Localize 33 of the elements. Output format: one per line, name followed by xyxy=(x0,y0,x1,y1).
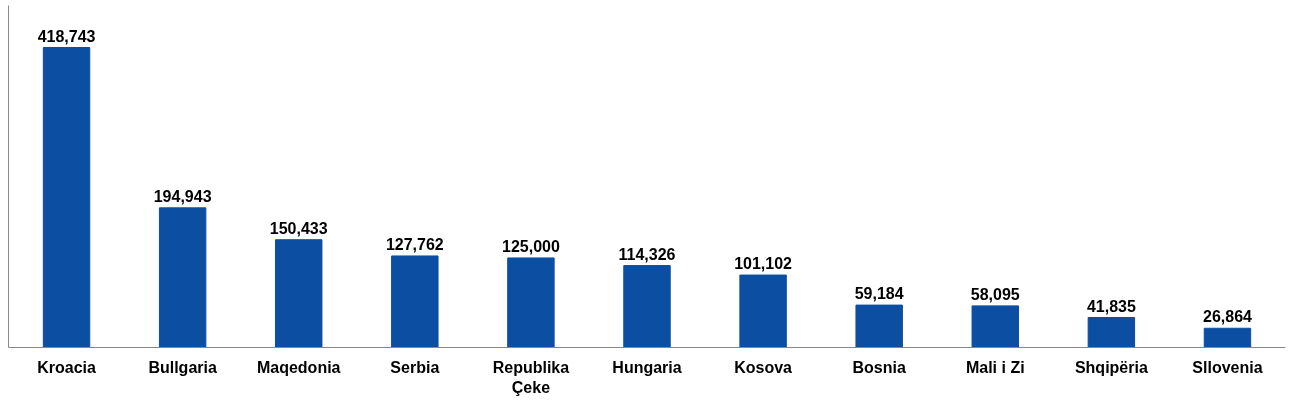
data-label: 26,864 xyxy=(1202,308,1253,326)
bar xyxy=(623,265,671,348)
data-label: 150,433 xyxy=(269,219,328,237)
x-tick-label: Sllovenia xyxy=(1192,358,1263,376)
bar xyxy=(971,305,1019,348)
bar xyxy=(1203,327,1252,348)
data-label: 194,943 xyxy=(153,187,212,205)
data-label: 418,743 xyxy=(37,27,96,45)
x-tick-label: Mali i Zi xyxy=(965,358,1025,376)
data-label: 101,102 xyxy=(734,255,793,273)
x-tick-label: Maqedonia xyxy=(256,358,341,376)
data-label: 125,000 xyxy=(501,237,560,255)
bar xyxy=(739,274,787,348)
bar xyxy=(275,239,323,348)
data-label: 114,326 xyxy=(618,245,676,263)
bar xyxy=(42,47,91,348)
x-tick-label: Bullgaria xyxy=(148,358,217,376)
x-tick-label: Kroacia xyxy=(37,358,96,376)
data-label: 58,095 xyxy=(970,285,1020,303)
bar xyxy=(391,255,439,348)
x-tick-label: Republika Çeke xyxy=(492,358,570,396)
x-tick-label: Serbia xyxy=(390,358,440,376)
x-tick-label: Kosova xyxy=(734,358,793,376)
x-tick-label: Bosnia xyxy=(852,358,906,376)
data-label: 41,835 xyxy=(1086,297,1136,315)
data-label: 127,762 xyxy=(385,235,444,253)
data-label: 59,184 xyxy=(854,285,904,303)
bar xyxy=(1087,317,1136,348)
bar xyxy=(507,257,555,348)
bar xyxy=(158,207,207,348)
x-tick-label: Shqipëria xyxy=(1074,358,1148,376)
bar xyxy=(855,304,903,348)
x-tick-label: Hungaria xyxy=(612,358,682,376)
